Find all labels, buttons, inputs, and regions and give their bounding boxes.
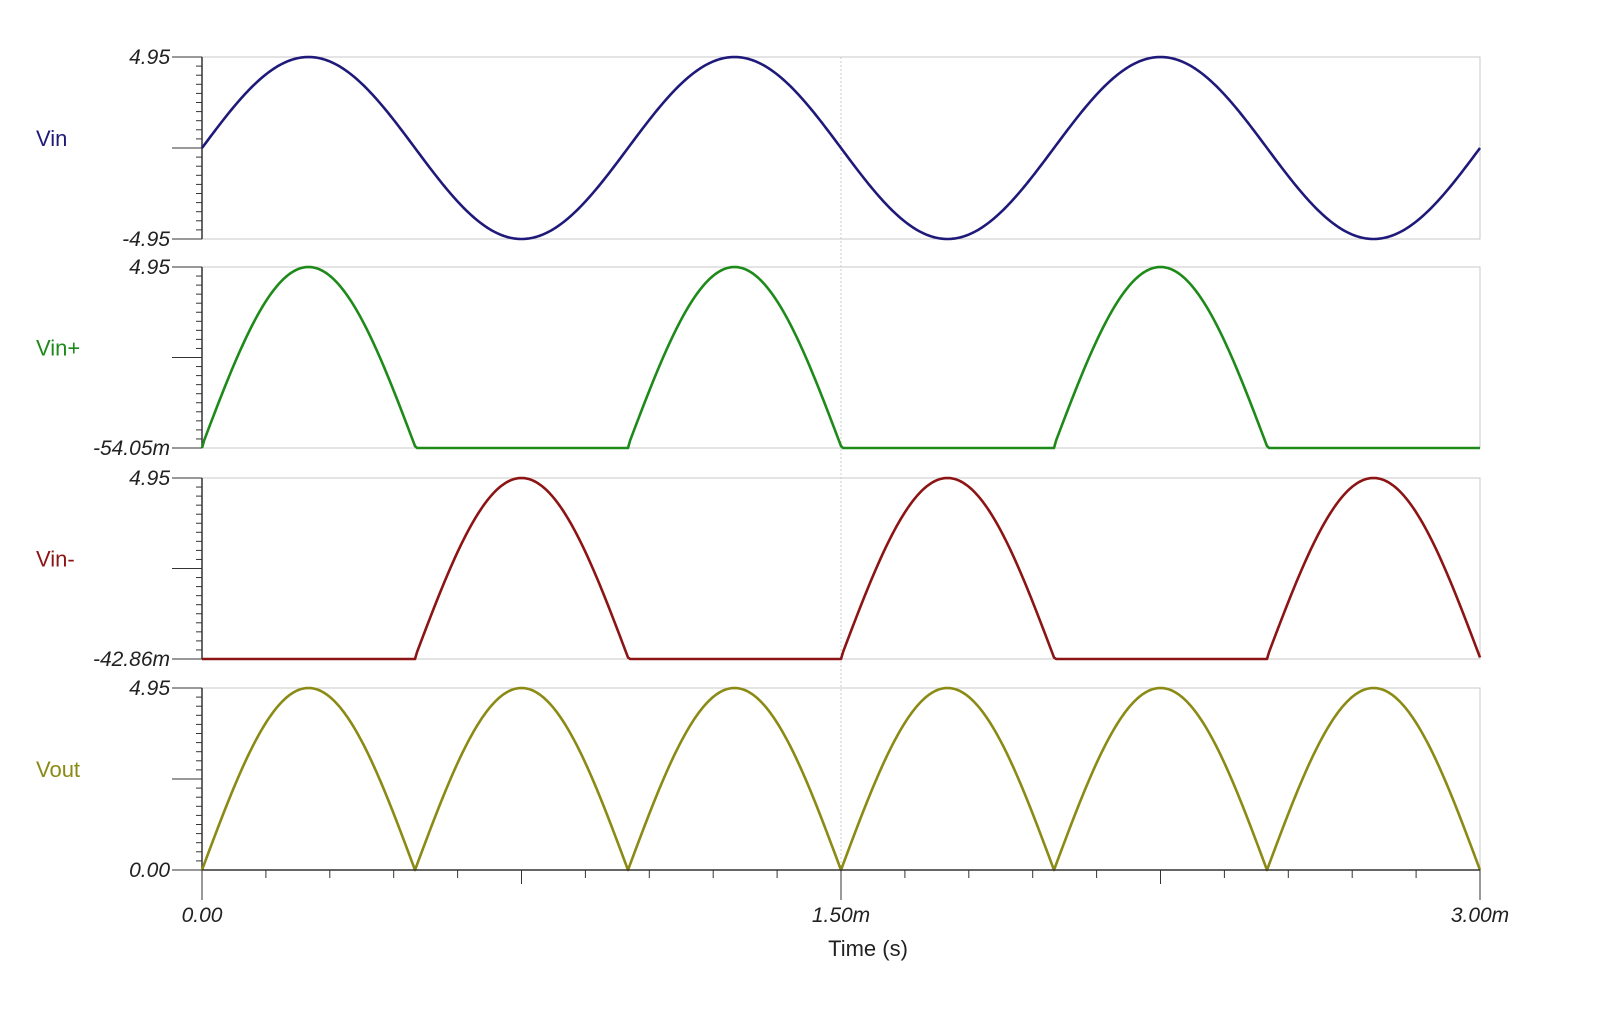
series-label-0: Vin [36, 126, 67, 151]
x-axis-title: Time (s) [828, 936, 908, 961]
x-tick-label-0: 0.00 [182, 904, 223, 927]
y-bottom-label-3: 0.00 [129, 859, 170, 882]
x-axis: 0.00 1.50m 3.00m [182, 869, 1509, 927]
y-top-label-3: 4.95 [129, 677, 170, 700]
series-line-Vin- [202, 476, 1482, 661]
y-bottom-label-1: -54.05m [93, 437, 170, 460]
series-label-3: Vout [36, 757, 80, 782]
series-line-Vin [200, 55, 1482, 241]
y-top-label-2: 4.95 [129, 467, 170, 490]
y-bottom-label-0: -4.95 [122, 228, 170, 251]
y-top-label-0: 4.95 [129, 46, 170, 69]
y-bottom-label-2: -42.86m [93, 648, 170, 671]
series-label-1: Vin+ [36, 336, 80, 361]
series-label-2: Vin- [36, 547, 75, 572]
x-tick-label-2: 3.00m [1451, 904, 1509, 927]
y-top-label-1: 4.95 [129, 256, 170, 279]
series-line-Vin+ [200, 265, 1480, 450]
x-tick-label-1: 1.50m [812, 904, 870, 927]
